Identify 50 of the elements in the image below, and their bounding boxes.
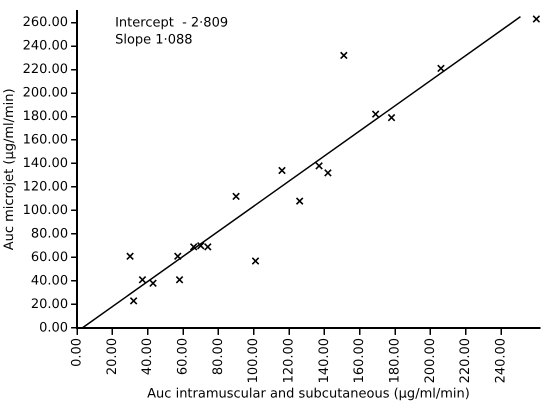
x-tick-label: 20.00 [104, 338, 120, 376]
y-tick-label: 200.00 [22, 85, 68, 100]
annotation: Intercept - 2·809 [115, 16, 228, 31]
x-tick-label: 80.00 [210, 338, 226, 376]
point [340, 51, 348, 60]
point [324, 168, 332, 177]
x-axis-title: Auc intramuscular and subcutaneous (μg/ml/min) [147, 386, 470, 402]
point [138, 276, 146, 284]
x-tick-label: 160.00 [352, 338, 368, 384]
x-tick-label: 180.00 [387, 338, 402, 384]
y-tick-label: 120.00 [22, 179, 68, 194]
point [204, 242, 212, 251]
y-tick-label: 40.00 [30, 273, 68, 288]
point [196, 242, 205, 250]
y-tick-label: 60.00 [30, 250, 68, 265]
y-tick-label: 260.00 [22, 14, 68, 30]
y-tick-label: 220.00 [22, 62, 68, 77]
y-axis-title: Auc microjet (μg/ml/min) [2, 88, 18, 250]
point [232, 192, 240, 200]
x-tick-label: 100.00 [246, 338, 262, 384]
y-tick-label: 140.00 [22, 156, 68, 171]
x-tick-label: 120.00 [281, 338, 296, 384]
point [436, 64, 445, 72]
point [278, 166, 286, 175]
x-tick-label: 220.00 [458, 338, 474, 384]
y-tick-label: 240.00 [22, 38, 68, 54]
x-tick-label: 60.00 [175, 338, 190, 376]
y-tick-label: 80.00 [30, 226, 68, 242]
y-tick-label: 20.00 [30, 296, 68, 312]
y-tick-label: 100.00 [22, 202, 68, 218]
x-tick-label: 40.00 [140, 338, 156, 376]
point [149, 279, 158, 288]
point [190, 242, 198, 251]
point [176, 276, 184, 284]
point [388, 114, 396, 122]
point [130, 296, 138, 305]
point [126, 252, 134, 260]
y-tick-label: 0.00 [39, 320, 68, 336]
point [315, 162, 324, 170]
point [174, 252, 182, 260]
x-tick-label: 140.00 [316, 338, 332, 384]
annotation: Slope 1·088 [115, 32, 193, 48]
y-tick-label: 180.00 [22, 108, 68, 124]
point [252, 256, 260, 265]
x-tick-label: 240.00 [493, 338, 508, 384]
y-tick-label: 160.00 [22, 132, 68, 148]
point [372, 110, 380, 118]
point [296, 197, 304, 206]
x-tick-label: 200.00 [422, 338, 438, 384]
point [532, 15, 540, 24]
